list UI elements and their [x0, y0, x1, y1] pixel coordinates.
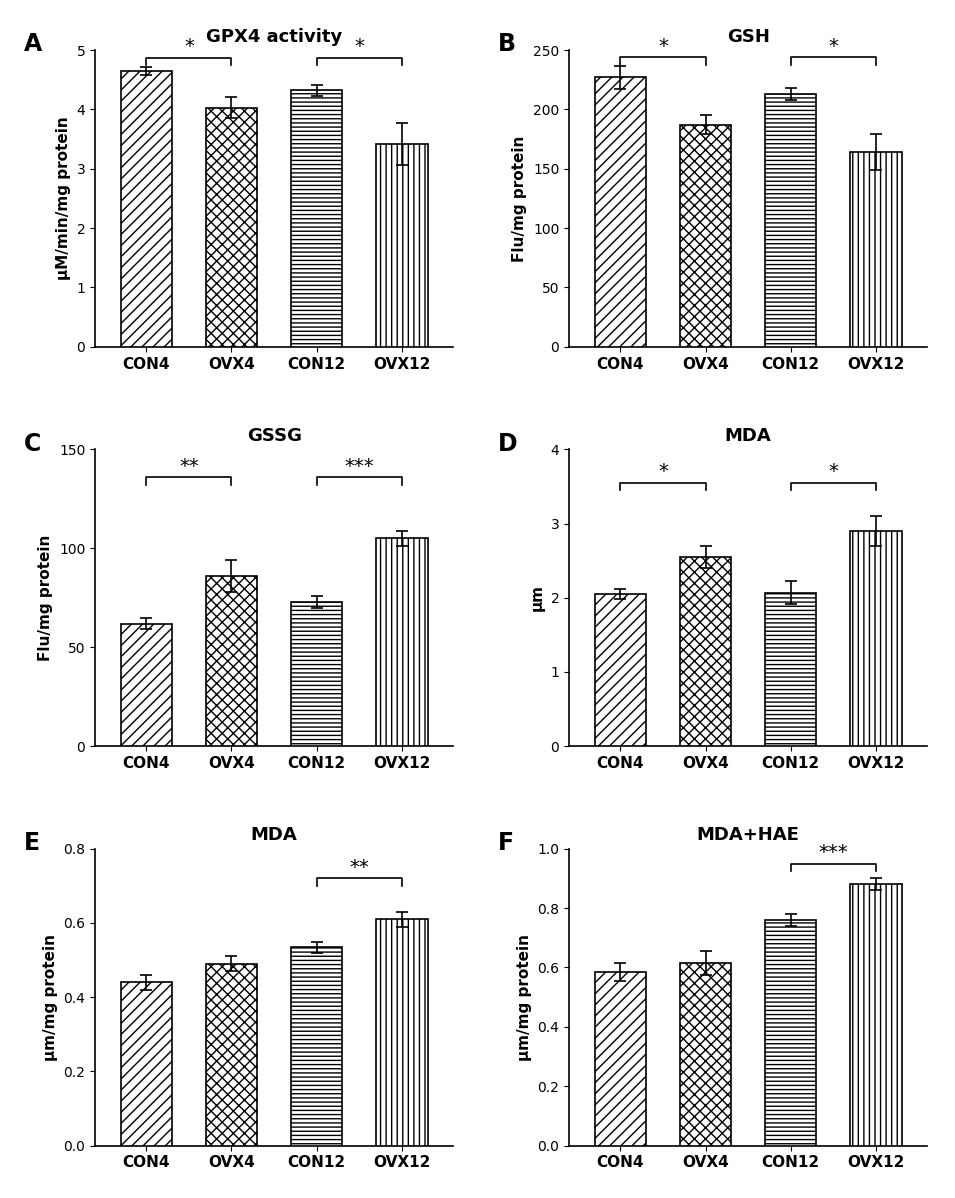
Bar	[291, 91, 342, 347]
Bar	[595, 972, 646, 1145]
Title: MDA+HAE: MDA+HAE	[697, 827, 799, 845]
Bar	[680, 557, 732, 746]
Bar	[765, 93, 817, 347]
Text: **: **	[179, 456, 199, 476]
Text: A: A	[24, 32, 42, 56]
Text: *: *	[184, 37, 194, 56]
Text: *: *	[354, 37, 365, 56]
Bar	[376, 144, 428, 347]
Title: MDA: MDA	[251, 827, 298, 845]
Title: GSSG: GSSG	[246, 428, 302, 446]
Y-axis label: Flu/mg protein: Flu/mg protein	[513, 135, 527, 261]
Text: D: D	[498, 431, 517, 455]
Text: ***: ***	[818, 843, 848, 863]
Bar	[851, 531, 902, 746]
Y-axis label: μm: μm	[530, 585, 545, 611]
Bar	[851, 152, 902, 347]
Title: MDA: MDA	[725, 428, 772, 446]
Bar	[595, 78, 646, 347]
Bar	[206, 963, 257, 1145]
Text: B: B	[498, 32, 516, 56]
Title: GPX4 activity: GPX4 activity	[206, 28, 342, 46]
Y-axis label: μM/min/mg protein: μM/min/mg protein	[56, 116, 71, 280]
Bar	[206, 576, 257, 746]
Text: *: *	[658, 462, 668, 482]
Bar	[765, 593, 817, 746]
Bar	[120, 623, 172, 746]
Bar	[680, 125, 732, 347]
Bar	[680, 963, 732, 1145]
Text: E: E	[24, 831, 39, 855]
Bar	[291, 948, 342, 1145]
Text: *: *	[829, 462, 838, 482]
Y-axis label: Flu/mg protein: Flu/mg protein	[38, 534, 53, 661]
Text: **: **	[350, 858, 370, 877]
Text: *: *	[829, 37, 838, 56]
Text: *: *	[658, 37, 668, 56]
Bar	[291, 601, 342, 746]
Bar	[765, 920, 817, 1145]
Bar	[851, 884, 902, 1145]
Bar	[120, 982, 172, 1145]
Bar	[206, 108, 257, 347]
Bar	[120, 71, 172, 347]
Text: F: F	[498, 831, 514, 855]
Bar	[376, 538, 428, 746]
Bar	[376, 919, 428, 1145]
Text: ***: ***	[345, 456, 374, 476]
Title: GSH: GSH	[727, 28, 770, 46]
Bar	[595, 594, 646, 746]
Text: C: C	[24, 431, 41, 455]
Y-axis label: μm/mg protein: μm/mg protein	[517, 933, 532, 1060]
Y-axis label: μm/mg protein: μm/mg protein	[43, 933, 58, 1060]
